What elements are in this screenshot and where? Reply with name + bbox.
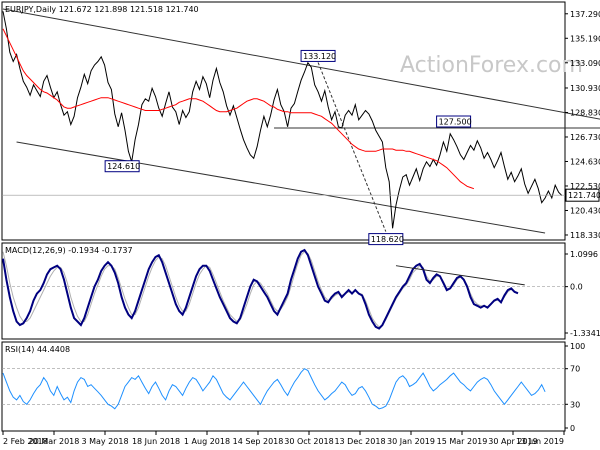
price-annotation-box: [436, 115, 472, 128]
macd-ytick-label: 0.0: [570, 283, 583, 292]
macd-ytick-label: -1.3341: [570, 329, 600, 338]
price-ytick-label: 122.530: [570, 182, 600, 191]
xtick-label: 30 Jan 2019: [387, 437, 435, 446]
price-annotation-box: [368, 233, 404, 246]
axis-layer: 137.290 135.190 133.090 130.930 128.830 126.7…: [2, 10, 600, 446]
price-ytick-label: 118.330: [570, 231, 600, 240]
xtick-label: 30 Oct 2018: [284, 437, 333, 446]
price-ytick-label: 130.930: [570, 84, 600, 93]
last-price-tag: [565, 188, 600, 202]
xtick-label: 1 Aug 2018: [184, 437, 230, 446]
macd-trendline: [395, 265, 525, 286]
price-series-line: [2, 11, 563, 229]
xtick-label: 15 Mar 2019: [437, 437, 488, 446]
xtick-label: 20 Mar 2018: [29, 437, 80, 446]
price-ytick-label: 137.290: [570, 10, 600, 19]
price-ytick-label: 120.430: [570, 206, 600, 215]
price-annotation-box: [104, 160, 140, 173]
rsi-ytick-label: 100: [570, 342, 585, 351]
trendline-1: [16, 141, 546, 234]
rsi-series-line: [2, 368, 546, 410]
sma-series-line: [2, 28, 475, 190]
price-header: EURJPY,Daily 121.672 121.898 121.518 121…: [5, 5, 199, 14]
trendline-3: [317, 62, 387, 232]
macd-layer: [2, 248, 565, 330]
rsi-header: RSI(14) 44.4408: [5, 345, 70, 354]
price-ytick-label: 126.730: [570, 133, 600, 142]
trendline-0: [2, 8, 600, 120]
xtick-label: 2 Feb 2018: [3, 437, 48, 446]
xtick-label: 13 Jun 2019: [516, 437, 564, 446]
macd-series-line: [2, 248, 519, 330]
price-annotation-label: 124.610: [107, 162, 140, 171]
xtick-label: 30 Apr 2019: [488, 437, 537, 446]
rsi-layer: [2, 368, 565, 410]
xtick-label: 18 Jun 2018: [132, 437, 180, 446]
price-panel: [1, 1, 566, 241]
macd-ytick-label: 1.0996: [570, 250, 598, 259]
xtick-label: 14 Sep 2018: [233, 437, 284, 446]
rsi-ytick-label: 30: [570, 400, 580, 409]
price-annotation-box: [300, 49, 336, 62]
last-price-label: 121.740: [568, 191, 600, 200]
macd-header: MACD(12,26,9) -0.1934 -0.1737: [5, 246, 133, 255]
xtick-label: 3 May 2018: [81, 437, 128, 446]
macd-panel: [1, 242, 566, 340]
price-annotation-label: 133.120: [303, 52, 336, 61]
watermark: ActionForex.com: [400, 53, 583, 78]
xtick-label: 13 Dec 2018: [334, 437, 385, 446]
rsi-ytick-label: 70: [570, 365, 580, 374]
price-ytick-label: 128.830: [570, 108, 600, 117]
rsi-panel: [1, 341, 566, 432]
rsi-ytick-label: 0: [570, 424, 575, 433]
price-ytick-label: 135.190: [570, 34, 600, 43]
price-annotation-label: 127.500: [439, 118, 472, 127]
price-ytick-label: 133.090: [570, 59, 600, 68]
price-annotation-label: 118.620: [371, 235, 404, 244]
price-ytick-label: 124.630: [570, 157, 600, 166]
